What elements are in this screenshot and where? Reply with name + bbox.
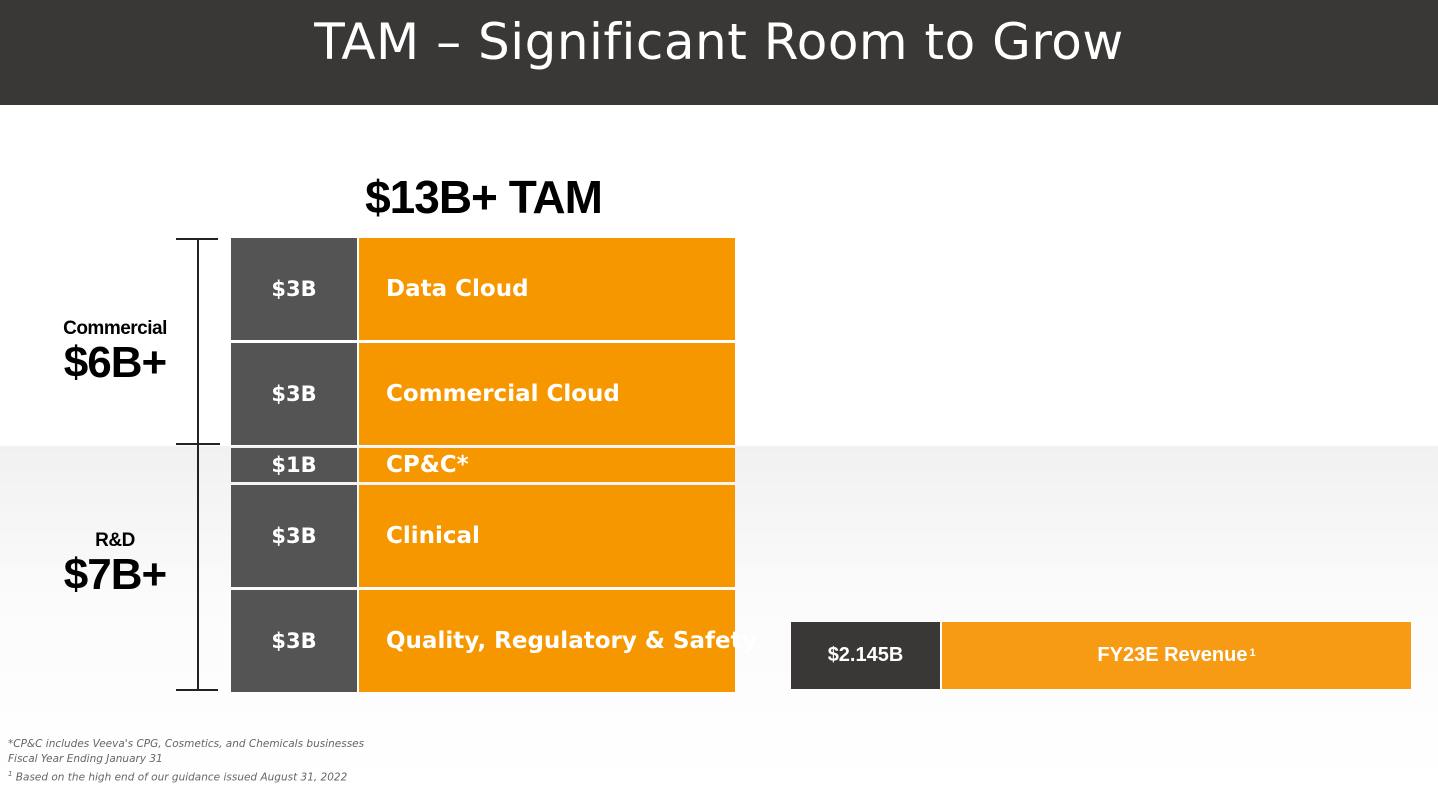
bracket-vertical <box>197 239 199 691</box>
group-label-commercial: Commercial $6B+ <box>40 318 190 386</box>
revenue-footnote-marker: 1 <box>1249 646 1256 659</box>
chart-title: $13B+ TAM <box>365 171 603 223</box>
segment-value: $3B <box>231 485 357 587</box>
bracket-tick-middle <box>176 443 220 445</box>
segment-value: $3B <box>231 343 357 445</box>
footnote-fiscal-year: Fiscal Year Ending January 31 <box>8 753 163 765</box>
revenue-label: FY23E Revenue <box>1097 644 1248 666</box>
segment-label: Data Cloud <box>359 238 735 340</box>
page-title: TAM – Significant Room to Grow <box>314 12 1124 71</box>
segment-label: CP&C* <box>359 448 735 482</box>
group-name-rd: R&D <box>95 530 135 551</box>
group-name-commercial: Commercial <box>63 318 167 339</box>
segment-value: $3B <box>231 238 357 340</box>
footnote-guidance-text: Based on the high end of our guidance is… <box>12 771 348 784</box>
footnotes: *CP&C includes Veeva's CPG, Cosmetics, a… <box>8 737 364 786</box>
group-total-rd: $7B+ <box>63 550 167 599</box>
revenue-value-cell: $2.145B <box>791 622 940 689</box>
group-label-rd: R&D $7B+ <box>40 530 190 598</box>
bracket-tick-top <box>176 238 218 240</box>
segment-label: Quality, Regulatory & Safety <box>359 590 757 692</box>
segment-label: Clinical <box>359 485 735 587</box>
footnote-cpc: *CP&C includes Veeva's CPG, Cosmetics, a… <box>8 738 365 750</box>
segment-label: Commercial Cloud <box>359 343 735 445</box>
segment-value: $1B <box>231 448 357 482</box>
footnote-guidance: 1 Based on the high end of our guidance … <box>8 767 364 786</box>
segment-value: $3B <box>231 590 357 692</box>
bracket-tick-bottom <box>176 689 218 691</box>
footnote-marker: 1 <box>8 770 13 778</box>
revenue-label-cell: FY23E Revenue 1 <box>942 622 1411 689</box>
group-total-commercial: $6B+ <box>63 338 167 387</box>
title-bar: TAM – Significant Room to Grow <box>0 0 1438 105</box>
